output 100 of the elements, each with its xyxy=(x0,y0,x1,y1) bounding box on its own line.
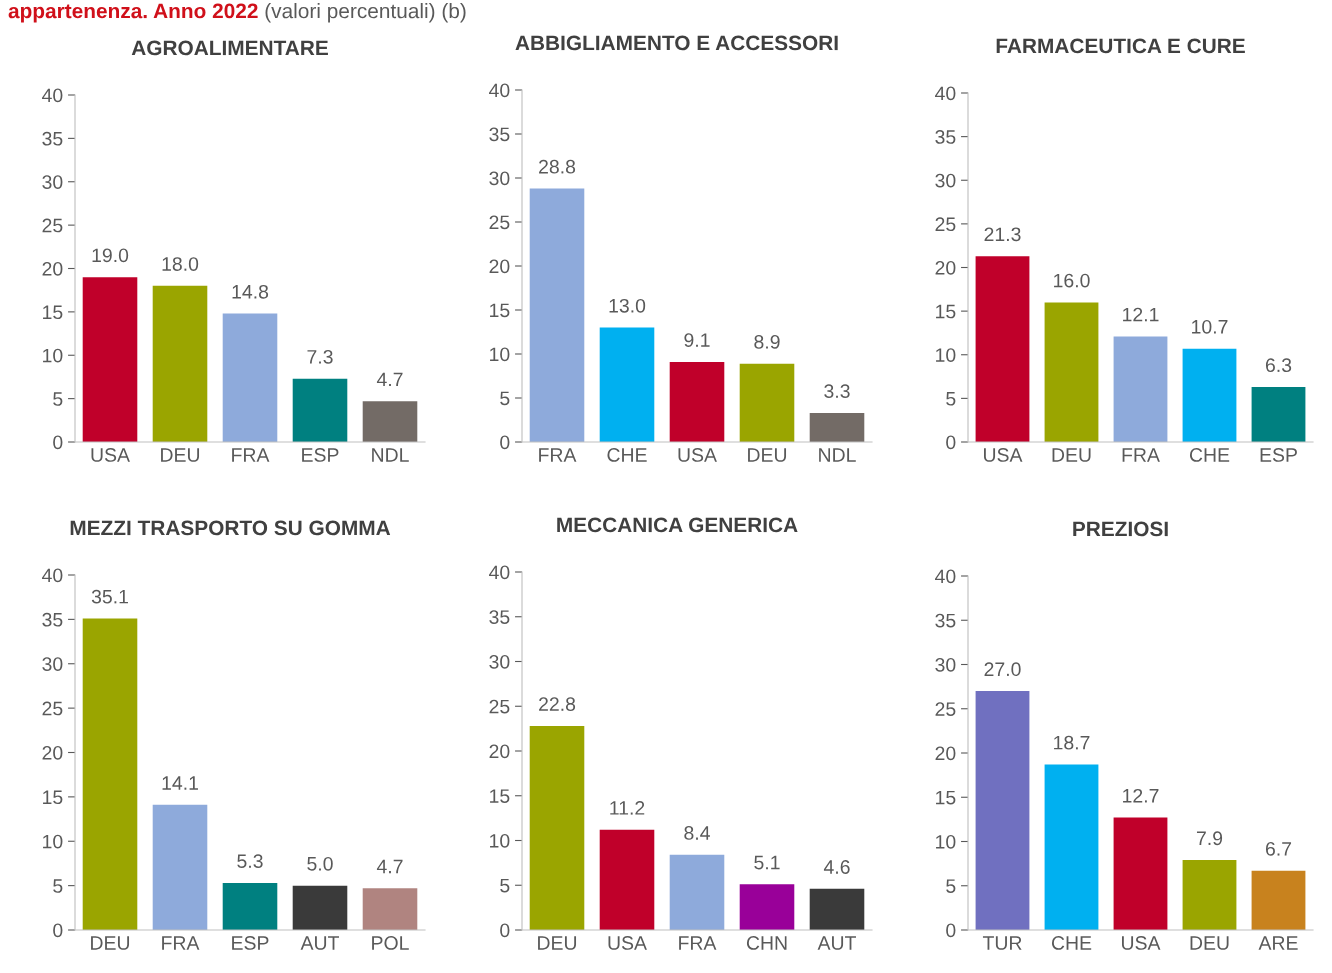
data-label: 35.1 xyxy=(91,589,128,604)
bar xyxy=(362,888,418,930)
bar xyxy=(529,188,585,442)
data-label: 18.0 xyxy=(162,257,199,271)
data-label: 28.8 xyxy=(539,159,576,174)
bar xyxy=(975,691,1030,930)
x-tick-label: ESP xyxy=(1260,448,1297,462)
y-tick-label: 25 xyxy=(935,702,956,716)
y-tick-label: 0 xyxy=(500,923,510,938)
x-tick-label: USA xyxy=(678,448,717,462)
y-tick-label: 40 xyxy=(42,568,63,583)
bar xyxy=(222,313,278,442)
y-tick-label: 35 xyxy=(42,612,63,627)
y-tick-label: 15 xyxy=(43,305,63,320)
data-label: 4.6 xyxy=(823,860,850,874)
x-tick-label: DEU xyxy=(91,936,130,950)
y-tick-label: 30 xyxy=(489,654,510,669)
bar xyxy=(669,854,725,930)
bar xyxy=(809,412,865,442)
x-tick-label: USA xyxy=(1122,936,1161,950)
bar xyxy=(1044,764,1099,930)
x-tick-label: DEU xyxy=(161,448,200,462)
chart-title: AGROALIMENTARE xyxy=(131,40,328,56)
y-tick-label: 5 xyxy=(946,392,956,406)
bar xyxy=(152,285,208,442)
y-tick-label: 15 xyxy=(43,790,63,805)
text: (valori percentuali) (b) xyxy=(265,3,466,23)
data-label: 22.8 xyxy=(539,697,576,711)
x-tick-label: CHE xyxy=(1051,936,1092,950)
y-tick-label: 20 xyxy=(489,259,510,274)
x-tick-label: DEU xyxy=(1052,448,1091,462)
data-label: 9.1 xyxy=(684,333,710,347)
y-tick-label: 30 xyxy=(42,657,63,671)
bar xyxy=(292,378,348,442)
chart-title: PREZIOSI xyxy=(1073,521,1168,537)
y-tick-label: 35 xyxy=(935,613,956,628)
y-tick-label: 10 xyxy=(490,347,510,362)
text: appartenenza. Anno 2022 xyxy=(8,3,258,23)
x-tick-label: DEU xyxy=(538,936,577,950)
bar xyxy=(599,829,655,930)
y-tick-label: 5 xyxy=(53,392,63,406)
x-tick-label: FRA xyxy=(1122,448,1160,462)
y-tick-label: 20 xyxy=(935,746,956,761)
x-tick-label: ESP xyxy=(232,936,269,950)
bar xyxy=(82,277,138,442)
y-tick-label: 30 xyxy=(935,173,956,188)
x-tick-label: FRA xyxy=(232,448,270,462)
y-tick-label: 0 xyxy=(946,923,956,938)
x-tick-label: ESP xyxy=(302,448,339,462)
data-label: 13.0 xyxy=(609,298,646,313)
y-tick-label: 25 xyxy=(935,217,956,232)
bar xyxy=(1251,387,1306,442)
y-tick-label: 40 xyxy=(935,569,956,584)
y-tick-label: 15 xyxy=(936,304,956,319)
x-tick-label: NDL xyxy=(819,448,856,462)
y-tick-label: 20 xyxy=(935,260,956,275)
data-label: 3.3 xyxy=(824,384,850,399)
y-tick-label: 25 xyxy=(489,699,510,714)
y-tick-label: 15 xyxy=(936,790,956,805)
y-tick-label: 15 xyxy=(490,789,510,803)
data-label: 4.7 xyxy=(376,859,403,874)
x-tick-label: CHE xyxy=(607,448,647,462)
bar xyxy=(1182,348,1237,442)
data-label: 8.9 xyxy=(754,334,780,349)
y-tick-label: 25 xyxy=(42,701,63,716)
bar xyxy=(292,885,348,930)
x-tick-label: POL xyxy=(372,936,409,950)
data-label: 12.1 xyxy=(1123,307,1159,322)
y-tick-label: 20 xyxy=(42,261,63,276)
data-label: 5.0 xyxy=(307,856,333,871)
y-tick-label: 25 xyxy=(489,215,510,230)
y-tick-label: 0 xyxy=(53,923,63,938)
x-tick-label: USA xyxy=(91,448,130,462)
y-tick-label: 35 xyxy=(42,131,63,146)
x-tick-label: FRA xyxy=(162,936,200,950)
bar xyxy=(975,256,1030,442)
y-tick-label: 35 xyxy=(935,130,956,144)
x-tick-label: AUT xyxy=(817,936,856,950)
y-tick-label: 30 xyxy=(489,171,510,186)
bar xyxy=(1113,336,1168,442)
y-tick-label: 25 xyxy=(42,218,63,233)
y-tick-label: 5 xyxy=(946,879,956,893)
data-label: 18.7 xyxy=(1054,735,1090,750)
data-label: 16.0 xyxy=(1054,273,1090,288)
y-tick-label: 5 xyxy=(500,391,510,406)
data-label: 5.3 xyxy=(237,854,263,869)
chart-title: MEZZI TRASPORTO SU GOMMA xyxy=(70,520,391,536)
bar xyxy=(1251,870,1306,930)
x-tick-label: DEU xyxy=(748,448,787,462)
data-label: 8.4 xyxy=(684,826,710,840)
y-tick-label: 20 xyxy=(42,745,63,760)
data-label: 27.0 xyxy=(984,662,1021,677)
x-tick-label: USA xyxy=(984,448,1023,462)
bar xyxy=(362,401,418,442)
data-label: 7.9 xyxy=(1196,831,1223,846)
data-label: 11.2 xyxy=(610,801,645,815)
chart-title: ABBIGLIAMENTO E ACCESSORI xyxy=(515,35,838,51)
bar xyxy=(1044,302,1099,442)
y-tick-label: 5 xyxy=(500,878,510,893)
data-label: 6.7 xyxy=(1265,841,1292,856)
